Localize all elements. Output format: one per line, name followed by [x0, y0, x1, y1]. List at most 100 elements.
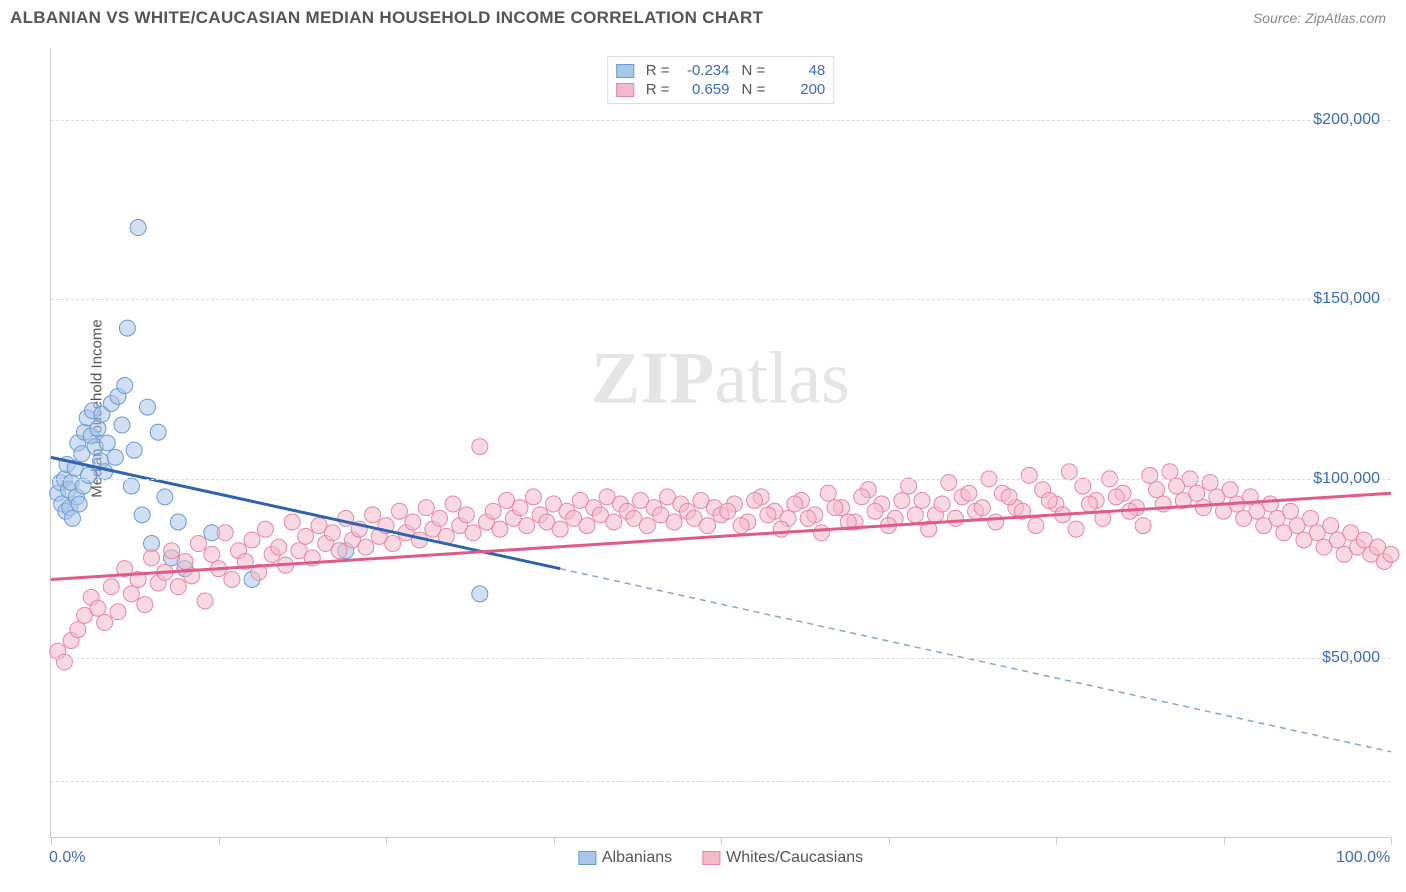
- data-point: [97, 615, 113, 631]
- data-point: [90, 600, 106, 616]
- data-point: [137, 597, 153, 613]
- data-point: [1162, 464, 1178, 480]
- data-point: [552, 521, 568, 537]
- data-point: [1061, 464, 1077, 480]
- x-tick: [1224, 837, 1225, 845]
- data-point: [103, 579, 119, 595]
- data-point: [1041, 492, 1057, 508]
- legend-r-label: R =: [646, 81, 670, 98]
- data-point: [284, 514, 300, 530]
- data-point: [914, 492, 930, 508]
- data-point: [358, 539, 374, 555]
- data-point: [445, 496, 461, 512]
- data-point: [1303, 510, 1319, 526]
- data-point: [1202, 475, 1218, 491]
- data-point: [70, 622, 86, 638]
- data-point: [934, 496, 950, 512]
- data-point: [144, 550, 160, 566]
- legend-label: Whites/Caucasians: [726, 849, 863, 867]
- data-point: [107, 449, 123, 465]
- data-point: [134, 507, 150, 523]
- data-point: [465, 525, 481, 541]
- data-point: [204, 546, 220, 562]
- data-point: [974, 500, 990, 516]
- data-point: [747, 492, 763, 508]
- data-point: [418, 500, 434, 516]
- data-point: [1028, 518, 1044, 534]
- legend-row: R =-0.234N =48: [616, 61, 826, 80]
- legend-item: Whites/Caucasians: [702, 849, 863, 867]
- data-point: [1001, 489, 1017, 505]
- data-point: [941, 475, 957, 491]
- legend-n-label: N =: [742, 62, 766, 79]
- data-point: [901, 478, 917, 494]
- data-point: [81, 467, 97, 483]
- data-point: [170, 579, 186, 595]
- data-point: [385, 536, 401, 552]
- data-point: [150, 424, 166, 440]
- chart-plot-area: ZIPatlas R =-0.234N =48R =0.659N =200 Al…: [50, 48, 1390, 838]
- data-point: [164, 543, 180, 559]
- legend-n-value: 200: [773, 81, 825, 98]
- legend-r-value: 0.659: [678, 81, 730, 98]
- data-point: [827, 500, 843, 516]
- data-point: [90, 421, 106, 437]
- data-point: [56, 654, 72, 670]
- y-tick-label: $50,000: [1322, 649, 1380, 667]
- data-point: [157, 489, 173, 505]
- chart-title: ALBANIAN VS WHITE/CAUCASIAN MEDIAN HOUSE…: [10, 8, 763, 28]
- data-point: [271, 539, 287, 555]
- legend-series: Albanians Whites/Caucasians: [578, 849, 863, 867]
- data-point: [170, 514, 186, 530]
- data-point: [606, 514, 622, 530]
- legend-row: R = 0.659 N = 200: [616, 80, 826, 99]
- legend-item: Albanians: [578, 849, 672, 867]
- data-point: [114, 417, 130, 433]
- x-tick-label: 0.0%: [49, 849, 85, 867]
- data-point: [1108, 489, 1124, 505]
- data-point: [244, 532, 260, 548]
- data-point: [1323, 518, 1339, 534]
- data-point: [298, 528, 314, 544]
- data-point: [907, 507, 923, 523]
- gridline: [51, 299, 1390, 300]
- data-point: [525, 489, 541, 505]
- legend-swatch: [578, 851, 596, 865]
- data-point: [820, 485, 836, 501]
- data-point: [365, 507, 381, 523]
- data-point: [733, 518, 749, 534]
- data-point: [1021, 467, 1037, 483]
- data-point: [854, 489, 870, 505]
- data-point: [1195, 500, 1211, 516]
- data-point: [110, 604, 126, 620]
- data-point: [485, 503, 501, 519]
- x-tick: [721, 837, 722, 845]
- data-point: [867, 503, 883, 519]
- x-tick-label: 100.0%: [1336, 849, 1390, 867]
- data-point: [1149, 482, 1165, 498]
- x-tick: [1056, 837, 1057, 845]
- data-point: [894, 492, 910, 508]
- data-point: [1283, 503, 1299, 519]
- legend-swatch: [702, 851, 720, 865]
- data-point: [257, 521, 273, 537]
- data-point: [139, 399, 155, 415]
- data-point: [720, 503, 736, 519]
- data-point: [1262, 496, 1278, 512]
- trend-line-extension: [560, 569, 1391, 752]
- data-point: [1135, 518, 1151, 534]
- data-point: [458, 507, 474, 523]
- legend-n-label: N =: [742, 81, 766, 98]
- data-point: [787, 496, 803, 512]
- x-tick: [1391, 837, 1392, 845]
- data-point: [1142, 467, 1158, 483]
- data-point: [948, 510, 964, 526]
- data-point: [324, 525, 340, 541]
- gridline: [51, 781, 1390, 782]
- data-point: [217, 525, 233, 541]
- legend-swatch: [616, 83, 634, 97]
- data-point: [639, 518, 655, 534]
- data-point: [512, 500, 528, 516]
- data-point: [130, 220, 146, 236]
- data-point: [71, 496, 87, 512]
